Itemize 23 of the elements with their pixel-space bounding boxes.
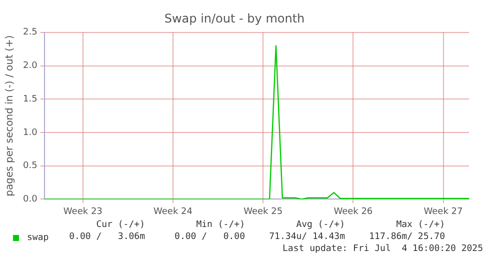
text: 71.34u/ 14.43m (268, 232, 345, 242)
text: 117.86m/ 25.70 (368, 232, 445, 242)
chart-title: Swap in/out - by month (164, 11, 305, 26)
text: 0.00 / 0.00 (174, 232, 245, 242)
y-tick-label: 2.0 (22, 61, 38, 72)
text: Avg (-/+) (295, 220, 345, 230)
text: Min (-/+) (195, 220, 245, 230)
y-tick-label: 1.5 (22, 94, 38, 104)
y-tick-label: 0.5 (22, 161, 38, 172)
x-tick-label: Week 25 (244, 206, 283, 217)
y-tick-label: 2.5 (22, 28, 38, 38)
x-tick-label: Week 24 (154, 206, 193, 217)
y-axis-title: pages per second in (-) / out (+) (4, 35, 16, 196)
legend-label: swap (27, 233, 49, 243)
text: Last update: Fri Jul 4 16:00:20 2025 (282, 244, 484, 256)
x-tick-label: Week 26 (334, 206, 373, 217)
y-tick-label: 0.0 (22, 194, 38, 205)
text: Max (-/+) (395, 220, 445, 230)
text: Cur (-/+) (95, 220, 145, 230)
y-tick-label: 1.0 (22, 128, 38, 138)
text: 0.00 / 3.06m (69, 232, 145, 242)
x-tick-label: Week 23 (63, 206, 102, 217)
x-tick-label: Week 27 (424, 206, 463, 217)
